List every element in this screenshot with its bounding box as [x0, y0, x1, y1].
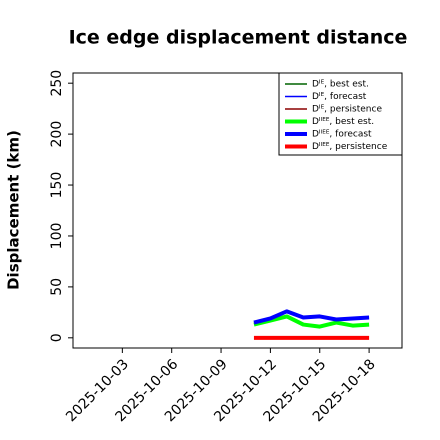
y-tick-label: 50: [49, 278, 65, 296]
legend-box: [278, 72, 403, 156]
y-tick-label: 100: [49, 223, 65, 250]
legend-label: Dᴵᴱ, persistence: [312, 105, 382, 115]
legend-label: Dᴵᴱ, best est.: [312, 80, 369, 90]
chart-title: Ice edge displacement distance: [69, 27, 408, 49]
legend-label: Dᴵᴵᴱᴱ, forecast: [312, 130, 372, 140]
y-tick-label: 150: [49, 172, 65, 199]
y-tick-label: 200: [49, 121, 65, 148]
y-axis-label: Displacement (km): [5, 130, 23, 290]
y-tick-label: 0: [49, 333, 65, 342]
y-tick-label: 250: [49, 70, 65, 97]
series-line: [253, 314, 370, 329]
series-line: [253, 309, 370, 325]
legend-label: Dᴵᴵᴱᴱ, persistence: [312, 142, 388, 152]
legend-label: Dᴵᴵᴱᴱ, best est.: [312, 117, 374, 127]
plot-frame: [72, 72, 403, 349]
legend-label: Dᴵᴱ, forecast: [312, 92, 367, 102]
